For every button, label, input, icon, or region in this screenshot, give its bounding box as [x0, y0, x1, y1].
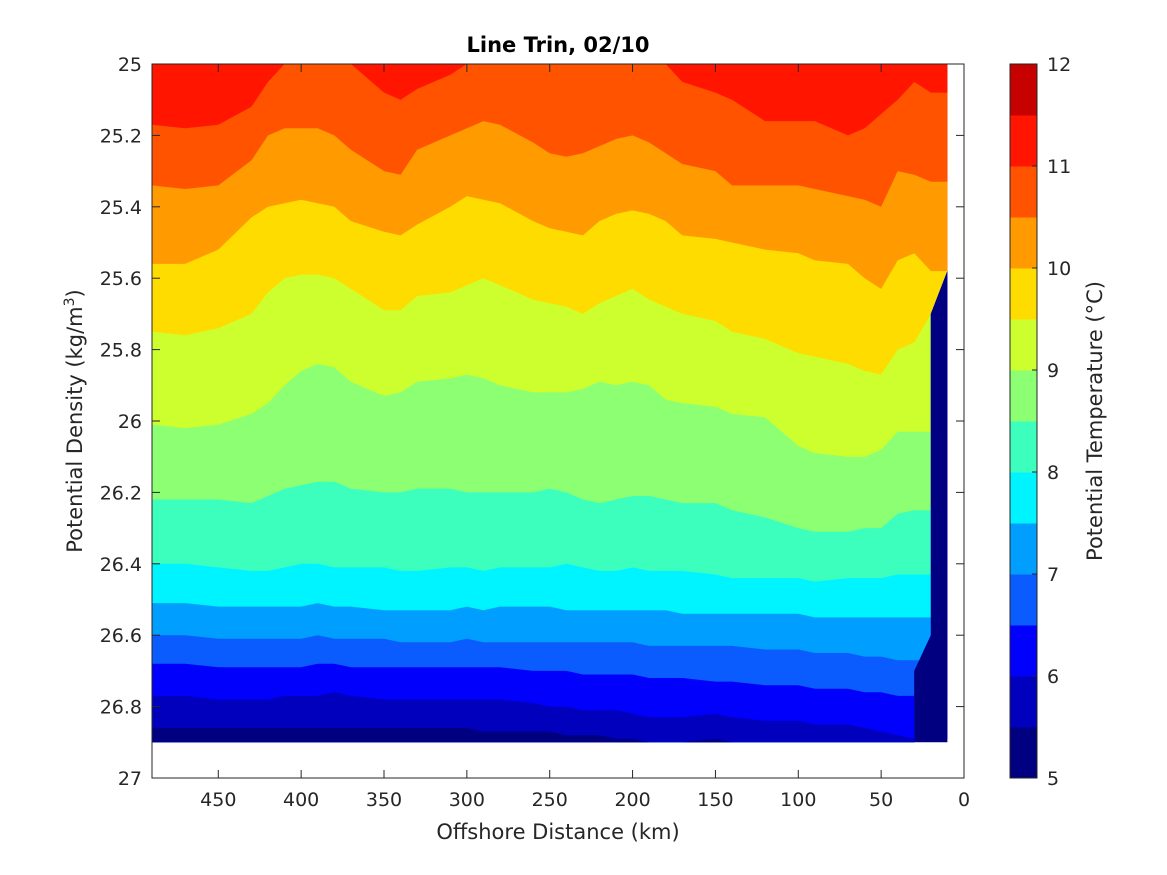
x-tick-label: 100 — [780, 789, 816, 811]
colorbar-tick-label: 10 — [1047, 258, 1071, 280]
colorbar-ticks: 5 6 7 8 9 10 11 12 — [1032, 54, 1071, 790]
x-tick-label: 300 — [449, 789, 485, 811]
colorbar-tick-label: 5 — [1047, 768, 1059, 790]
colorbar-segment — [1010, 319, 1037, 371]
colorbar-segment — [1010, 268, 1037, 320]
colorbar-label: Potential Temperature (°C) — [1083, 281, 1107, 561]
y-tick-label: 25.2 — [100, 125, 142, 147]
x-tick-label: 50 — [869, 789, 893, 811]
colorbar-tick-label: 12 — [1047, 54, 1071, 76]
colorbar-segment — [1010, 421, 1037, 473]
x-tick-label: 200 — [614, 789, 650, 811]
y-axis-label-superscript: 3 — [62, 297, 78, 306]
y-tick-label: 25.4 — [100, 197, 142, 219]
colorbar-segment — [1010, 115, 1037, 167]
y-axis-label-main: Potential Density (kg/m — [63, 306, 87, 552]
colorbar-segment — [1010, 217, 1037, 269]
y-tick-label: 26.4 — [100, 554, 142, 576]
chart-title: Line Trin, 02/10 — [466, 33, 649, 57]
colorbar-segment — [1010, 472, 1037, 524]
colorbar-segment — [1010, 727, 1037, 779]
colorbar-segment — [1010, 64, 1037, 116]
x-tick-label: 350 — [366, 789, 402, 811]
colorbar-tick-label: 9 — [1047, 360, 1059, 382]
y-tick-label: 26.8 — [100, 697, 142, 719]
colorbar-box — [1009, 63, 1038, 779]
x-axis-ticks: 450 400 350 300 250 200 150 100 50 0 — [200, 64, 970, 811]
y-tick-label: 26.6 — [100, 625, 142, 647]
y-tick-label: 25.8 — [100, 340, 142, 362]
contour-band-6 — [152, 64, 948, 743]
x-axis-label: Offshore Distance (km) — [436, 820, 679, 844]
x-tick-label: 0 — [958, 789, 970, 811]
x-tick-label: 250 — [532, 789, 568, 811]
x-tick-label: 400 — [283, 789, 319, 811]
colorbar-segment — [1010, 370, 1037, 422]
colorbar-tick-label: 11 — [1047, 156, 1071, 178]
y-axis-label: Potential Density (kg/m3) — [62, 289, 87, 553]
colorbar-segment — [1010, 676, 1037, 728]
y-axis-label-end: ) — [63, 289, 87, 297]
colorbar-segment — [1010, 625, 1037, 677]
colorbar-segment — [1010, 166, 1037, 218]
y-tick-label: 27 — [118, 768, 142, 790]
colorbar-tick-label: 6 — [1047, 666, 1059, 688]
colorbar — [1010, 64, 1037, 779]
colorbar-segment — [1010, 574, 1037, 626]
colorbar-tick-label: 8 — [1047, 462, 1059, 484]
colorbar-tick-label: 7 — [1047, 564, 1059, 586]
y-tick-label: 25.6 — [100, 268, 142, 290]
y-tick-label: 25 — [118, 54, 142, 76]
contour-band-7.5 — [152, 64, 948, 743]
y-axis-ticks: 25 25.2 25.4 25.6 25.8 26 26.2 26.4 26.6 26.8 27 — [100, 54, 964, 790]
y-tick-label: 26.2 — [100, 482, 142, 504]
contour-fills — [152, 64, 948, 743]
x-tick-label: 150 — [697, 789, 733, 811]
colorbar-segment — [1010, 523, 1037, 575]
y-tick-label: 26 — [118, 411, 142, 433]
x-tick-label: 450 — [200, 789, 236, 811]
